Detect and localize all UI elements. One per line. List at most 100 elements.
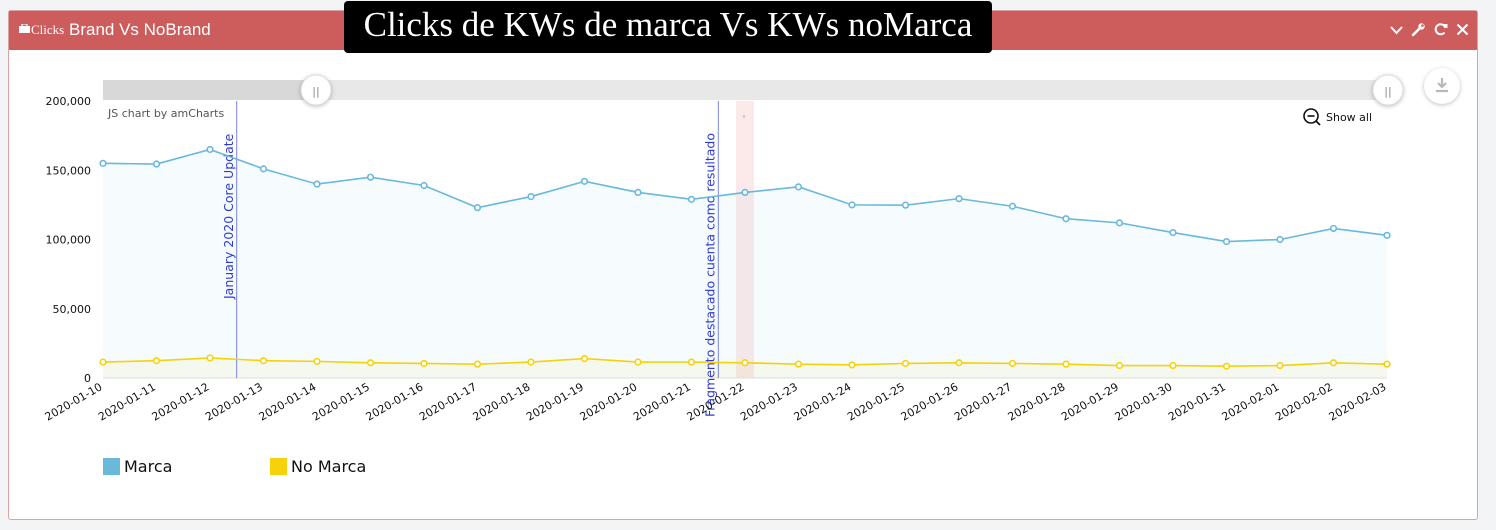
data-point-no-marca[interactable] — [848, 361, 856, 369]
data-point-no-marca[interactable] — [1169, 361, 1177, 370]
y-tick-label: 0 — [84, 372, 91, 385]
data-point-marca[interactable] — [1383, 231, 1391, 239]
x-tick-label: 2020-01-31 — [1166, 380, 1228, 423]
data-point-marca[interactable] — [1115, 219, 1124, 227]
data-point-marca[interactable] — [259, 165, 268, 173]
data-point-marca[interactable] — [1222, 237, 1231, 246]
data-point-no-marca[interactable] — [580, 355, 589, 363]
data-point-no-marca[interactable] — [1008, 359, 1017, 368]
y-tick-label: 150,000 — [46, 164, 92, 177]
chart-credit[interactable]: JS chart by amCharts — [108, 107, 225, 120]
scrollbar-grip-start-label: || — [312, 85, 319, 98]
show-all-label: Show all — [1326, 110, 1373, 124]
data-point-no-marca[interactable] — [1329, 359, 1338, 367]
legend-label-no-marca: No Marca — [291, 457, 367, 476]
data-point-no-marca[interactable] — [259, 357, 268, 365]
data-point-no-marca[interactable] — [1276, 361, 1284, 370]
data-point-no-marca[interactable] — [1222, 362, 1231, 370]
data-point-no-marca[interactable] — [1115, 361, 1124, 370]
refresh-icon[interactable] — [1432, 21, 1449, 38]
data-point-no-marca[interactable] — [741, 359, 749, 367]
chevron-down-icon[interactable] — [1388, 21, 1405, 38]
data-point-marca[interactable] — [741, 188, 749, 197]
x-tick-label: 2020-01-17 — [417, 380, 479, 423]
data-point-marca[interactable] — [420, 181, 428, 190]
area-no-marca — [103, 357, 1387, 378]
data-point-no-marca[interactable] — [420, 359, 428, 368]
annotation-label-fragmento: Fragmento destacado cuenta como resultad… — [702, 133, 717, 417]
scrollbar-grip-end[interactable] — [1372, 74, 1404, 106]
data-point-marca[interactable] — [794, 183, 803, 191]
legend-swatch-marca — [103, 458, 120, 475]
data-point-marca[interactable] — [366, 173, 375, 181]
close-icon[interactable] — [1454, 21, 1471, 38]
data-point-no-marca[interactable] — [955, 359, 963, 367]
scrollbar-grip-end-label: || — [1384, 85, 1391, 98]
data-point-marca[interactable] — [313, 180, 321, 188]
data-point-no-marca[interactable] — [901, 359, 910, 368]
data-point-no-marca[interactable] — [206, 354, 214, 362]
x-tick-label: 2020-01-24 — [792, 380, 854, 423]
data-point-marca[interactable] — [473, 204, 482, 212]
data-point-marca[interactable] — [634, 188, 642, 197]
download-button[interactable] — [1424, 68, 1460, 104]
data-point-no-marca[interactable] — [1383, 360, 1391, 368]
data-point-marca[interactable] — [152, 160, 161, 168]
data-point-no-marca[interactable] — [99, 358, 107, 366]
legend-swatch-no-marca — [270, 458, 287, 475]
legend-item-marca[interactable]: Marca — [103, 457, 172, 476]
x-tick-label: 2020-01-23 — [738, 380, 800, 423]
zoom-out-icon — [1303, 108, 1321, 126]
x-tick-label: 2020-01-25 — [845, 380, 907, 423]
data-point-no-marca[interactable] — [1062, 360, 1070, 368]
data-point-no-marca[interactable] — [634, 358, 642, 366]
x-tick-label: 2020-01-21 — [631, 380, 693, 423]
data-point-no-marca[interactable] — [527, 358, 535, 366]
download-icon — [1436, 78, 1448, 93]
data-point-no-marca[interactable] — [687, 358, 696, 366]
x-tick-label: 2020-01-10 — [43, 380, 105, 423]
x-tick-label: 2020-01-30 — [1113, 380, 1175, 423]
header-prefix: Clicks — [31, 22, 65, 37]
data-point-no-marca[interactable] — [313, 357, 321, 365]
data-point-marca[interactable] — [527, 192, 535, 201]
data-point-no-marca[interactable] — [794, 360, 803, 368]
data-point-marca[interactable] — [848, 201, 856, 209]
data-point-marca[interactable] — [687, 195, 696, 203]
x-tick-label: 2020-01-14 — [257, 380, 319, 423]
data-point-marca[interactable] — [99, 159, 107, 167]
data-point-no-marca[interactable] — [366, 359, 375, 367]
x-tick-label: 2020-01-15 — [310, 380, 372, 423]
data-point-marca[interactable] — [1008, 202, 1017, 210]
data-point-marca[interactable] — [1276, 235, 1284, 244]
data-point-no-marca[interactable] — [152, 357, 161, 365]
x-tick-label: 2020-01-28 — [1006, 380, 1068, 423]
x-tick-label: 2020-01-12 — [150, 380, 212, 423]
scrollbar-mask — [103, 80, 316, 100]
show-all-button[interactable]: Show all — [1303, 108, 1372, 126]
x-tick-label: 2020-02-03 — [1327, 380, 1389, 423]
x-tick-label: 2020-01-20 — [578, 380, 640, 423]
x-tick-label: 2020-01-27 — [952, 380, 1014, 423]
x-tick-label: 2020-01-29 — [1059, 380, 1121, 423]
x-tick-label: 2020-01-11 — [96, 380, 158, 423]
data-point-marca[interactable] — [1062, 215, 1070, 223]
data-point-marca[interactable] — [580, 177, 589, 185]
overlay-title: Clicks de KWs de marca Vs KWs noMarca — [344, 1, 992, 53]
data-point-no-marca[interactable] — [473, 360, 482, 368]
data-point-marca[interactable] — [901, 201, 910, 209]
wrench-icon[interactable] — [1410, 21, 1427, 38]
legend-item-no-marca[interactable]: No Marca — [270, 457, 366, 476]
highlight-band — [736, 101, 754, 378]
data-point-marca[interactable] — [955, 195, 963, 203]
y-tick-label: 100,000 — [46, 234, 92, 247]
x-tick-label: 2020-01-18 — [471, 380, 533, 423]
data-point-marca[interactable] — [1169, 228, 1177, 237]
bag-icon — [19, 24, 30, 33]
x-tick-label: 2020-01-13 — [203, 380, 265, 423]
scrollbar-grip-start[interactable] — [300, 74, 332, 106]
data-point-marca[interactable] — [1329, 224, 1338, 233]
x-tick-label: 2020-01-26 — [899, 380, 961, 423]
data-point-marca[interactable] — [206, 145, 214, 154]
